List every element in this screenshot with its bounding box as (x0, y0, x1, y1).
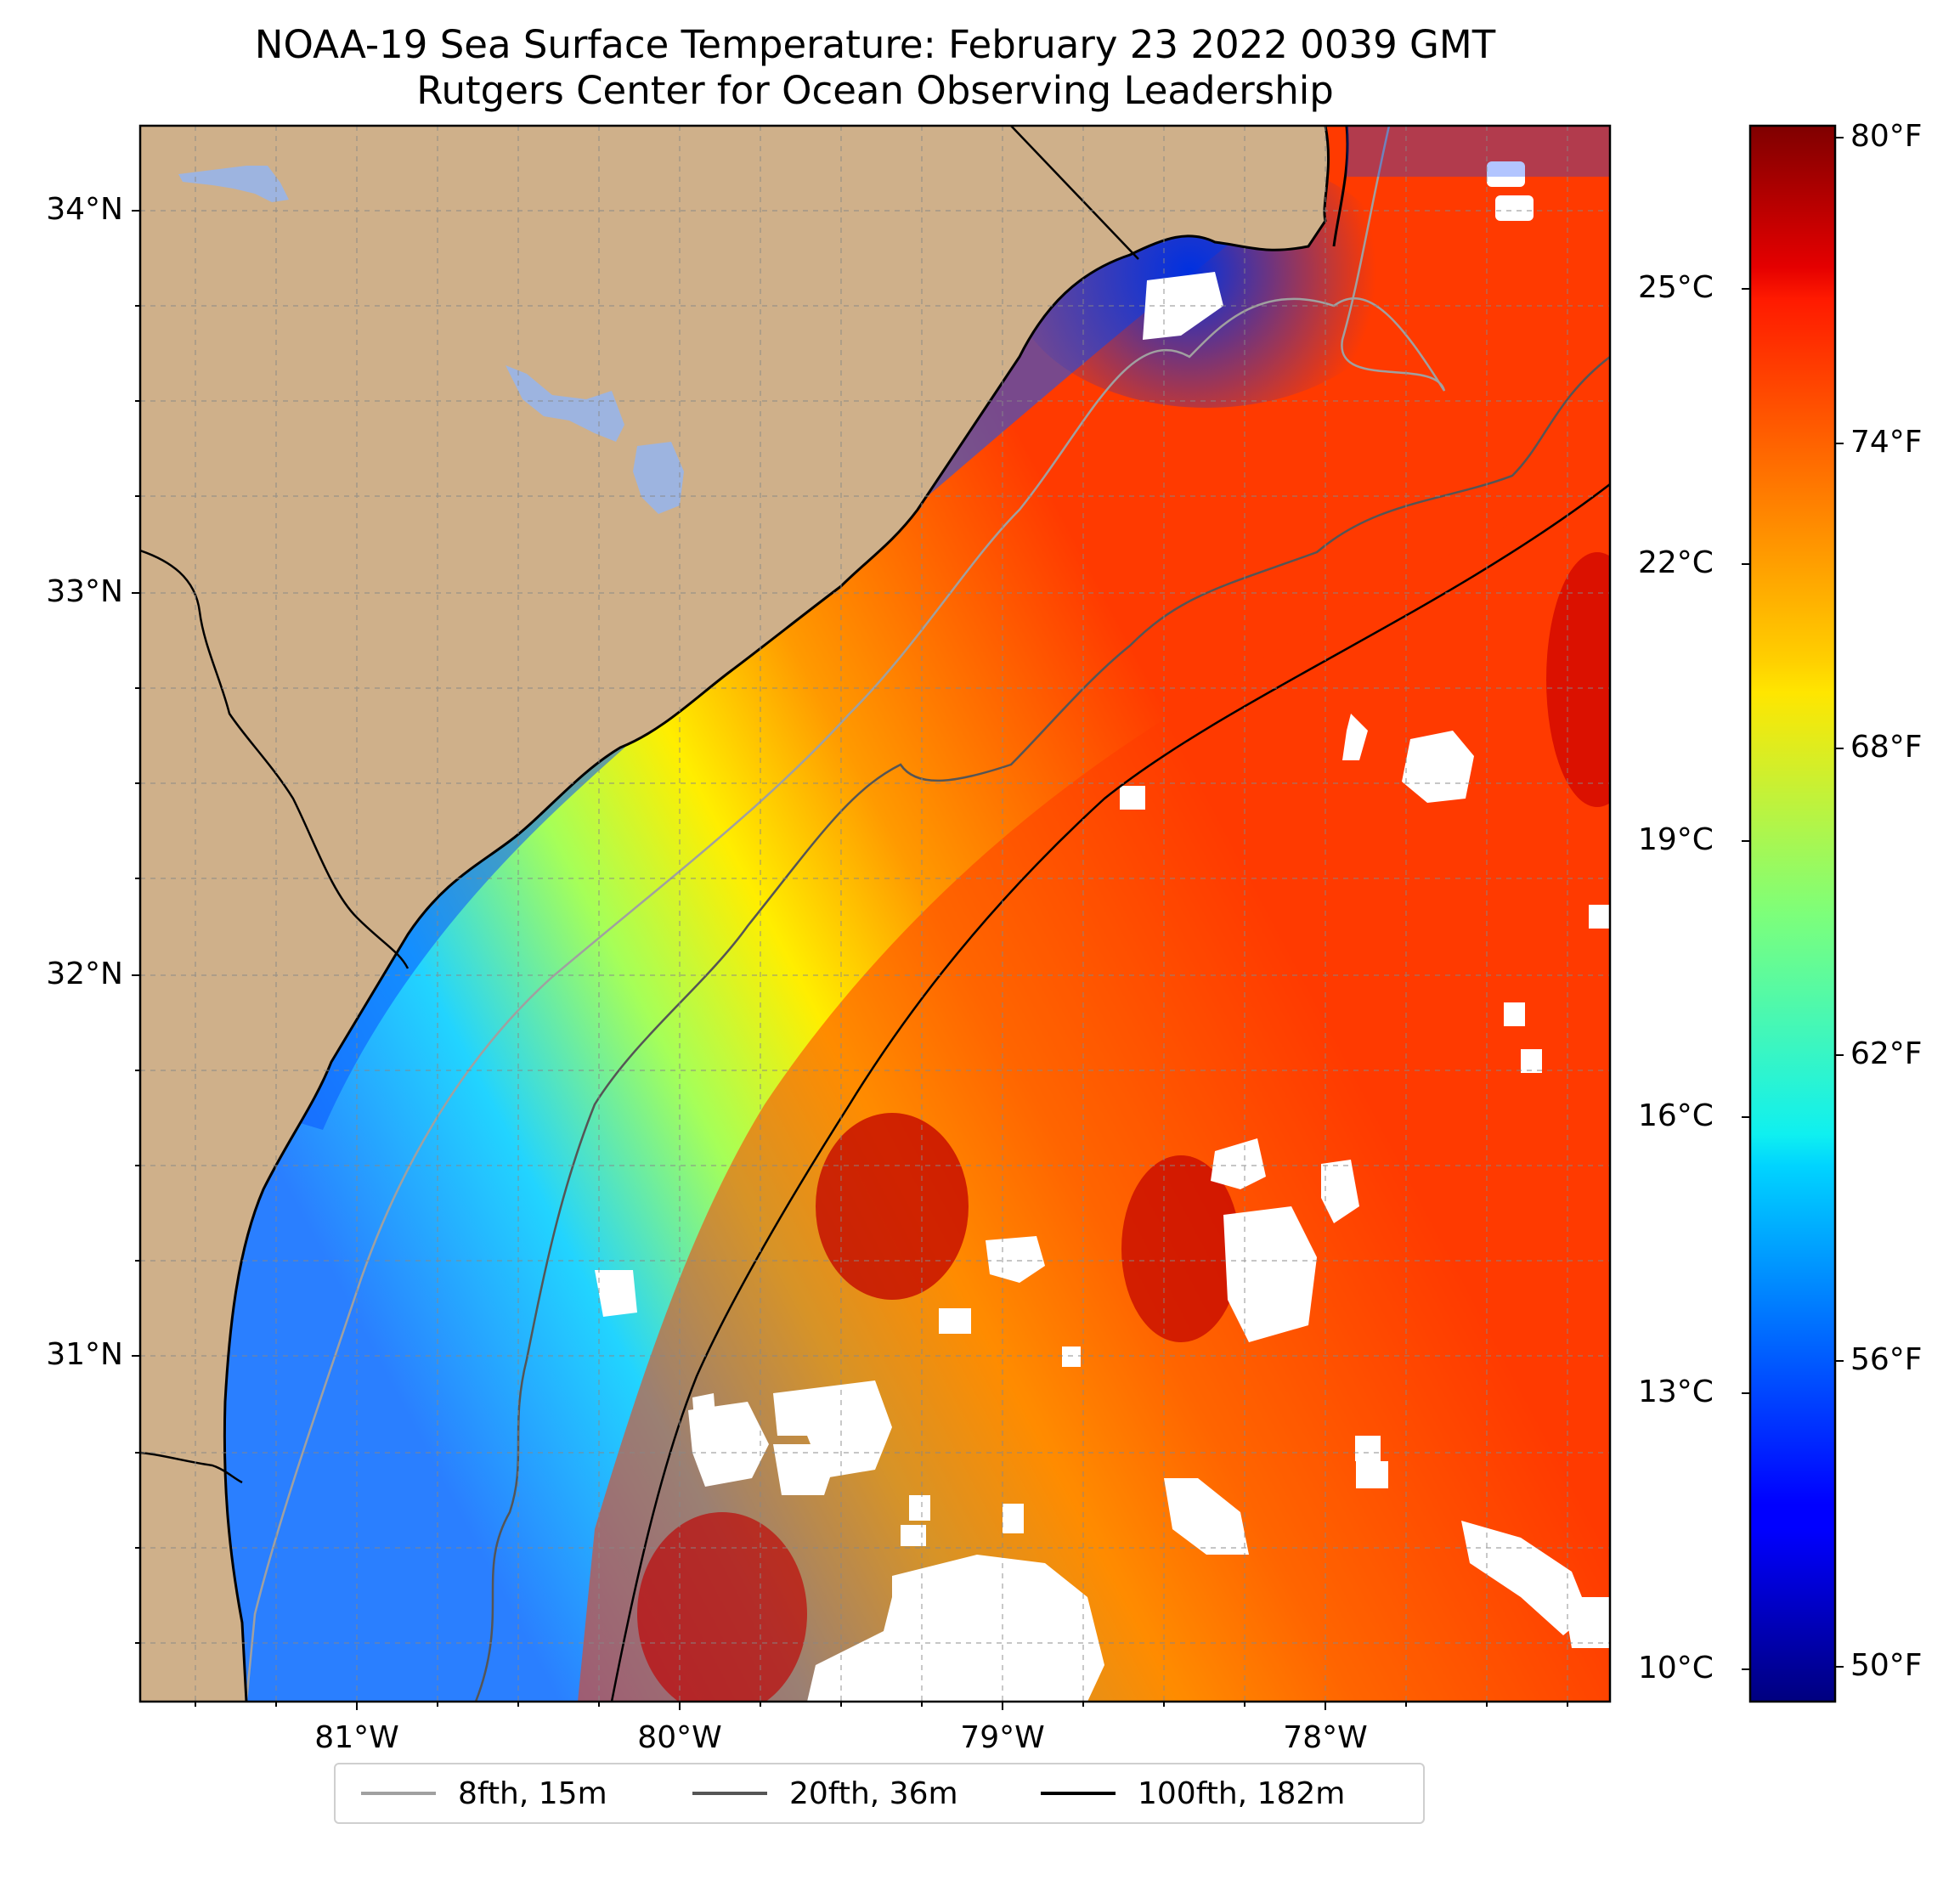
colorbar-label-19c: 19°C (1638, 822, 1714, 857)
legend-line-100fth (1041, 1792, 1116, 1795)
legend-label-8fth: 8fth, 15m (458, 1776, 607, 1811)
lon-label-79: 79°W (960, 1720, 1045, 1755)
sc-ga-border (140, 549, 410, 969)
land-mass (140, 126, 1329, 1702)
legend-item-8fth: 8fth, 15m (361, 1764, 607, 1822)
legend-item-100fth: 100fth, 182m (1041, 1764, 1345, 1822)
contour-20fth (474, 356, 1610, 1702)
map-frame (138, 124, 1612, 1703)
lake-1 (178, 166, 289, 202)
map-gridlines (140, 126, 1610, 1702)
nc-sc-border (1010, 126, 1139, 260)
lat-label-31: 31°N (46, 1337, 123, 1372)
cold-nearshore-band (238, 127, 1325, 1130)
legend-line-20fth (692, 1792, 767, 1795)
lon-label-80: 80°W (637, 1720, 722, 1755)
warm-core-1 (816, 1113, 969, 1300)
colorbar-label-22c: 22°C (1638, 545, 1714, 580)
legend-label-100fth: 100fth, 182m (1138, 1776, 1346, 1811)
ga-fl-border (140, 1451, 243, 1484)
colorbar-label-68f: 68°F (1850, 730, 1923, 765)
lat-label-32: 32°N (46, 957, 123, 991)
coastline (223, 126, 1330, 1702)
colorbar-label-25c: 25°C (1638, 270, 1714, 305)
barrier-island-coast (1332, 126, 1349, 247)
colorbar-label-13c: 13°C (1638, 1375, 1714, 1409)
map-subtitle: Rutgers Center for Ocean Observing Leade… (416, 68, 1334, 113)
northeast-cold-water (1347, 126, 1610, 177)
legend-label-20fth: 20fth, 36m (789, 1776, 958, 1811)
lon-label-81: 81°W (314, 1720, 399, 1755)
contour-100fth (610, 483, 1610, 1702)
colorbar-label-16c: 16°C (1638, 1098, 1714, 1133)
lat-label-33: 33°N (46, 574, 123, 609)
colorbar (1748, 124, 1837, 1703)
colorbar-label-80f: 80°F (1850, 119, 1923, 154)
cloud-masks (595, 161, 1610, 1702)
legend-line-8fth (361, 1792, 436, 1795)
map-title: NOAA-19 Sea Surface Temperature: Februar… (254, 22, 1496, 67)
map-tick-marks (132, 210, 1568, 1710)
colorbar-label-10c: 10°C (1638, 1651, 1714, 1685)
lake-marion (506, 365, 624, 442)
warm-core-2 (1121, 1155, 1240, 1342)
contour-legend: 8fth, 15m 20fth, 36m 100fth, 182m (334, 1763, 1425, 1824)
lon-label-78: 78°W (1283, 1720, 1368, 1755)
colorbar-label-50f: 50°F (1850, 1648, 1923, 1683)
legend-item-20fth: 20fth, 36m (692, 1764, 958, 1822)
colorbar-label-74f: 74°F (1850, 425, 1923, 460)
warm-core-4 (637, 1512, 807, 1702)
lat-label-34: 34°N (46, 192, 123, 227)
colorbar-ticks (1742, 137, 1844, 1670)
contour-8fth (245, 126, 1446, 1702)
colorbar-label-56f: 56°F (1850, 1342, 1923, 1377)
warm-core-3 (1546, 552, 1610, 807)
colorbar-label-62f: 62°F (1850, 1036, 1923, 1071)
